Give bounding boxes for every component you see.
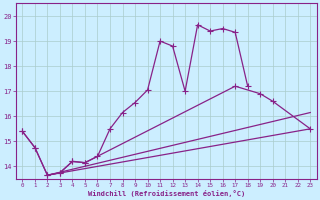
X-axis label: Windchill (Refroidissement éolien,°C): Windchill (Refroidissement éolien,°C)	[88, 190, 245, 197]
